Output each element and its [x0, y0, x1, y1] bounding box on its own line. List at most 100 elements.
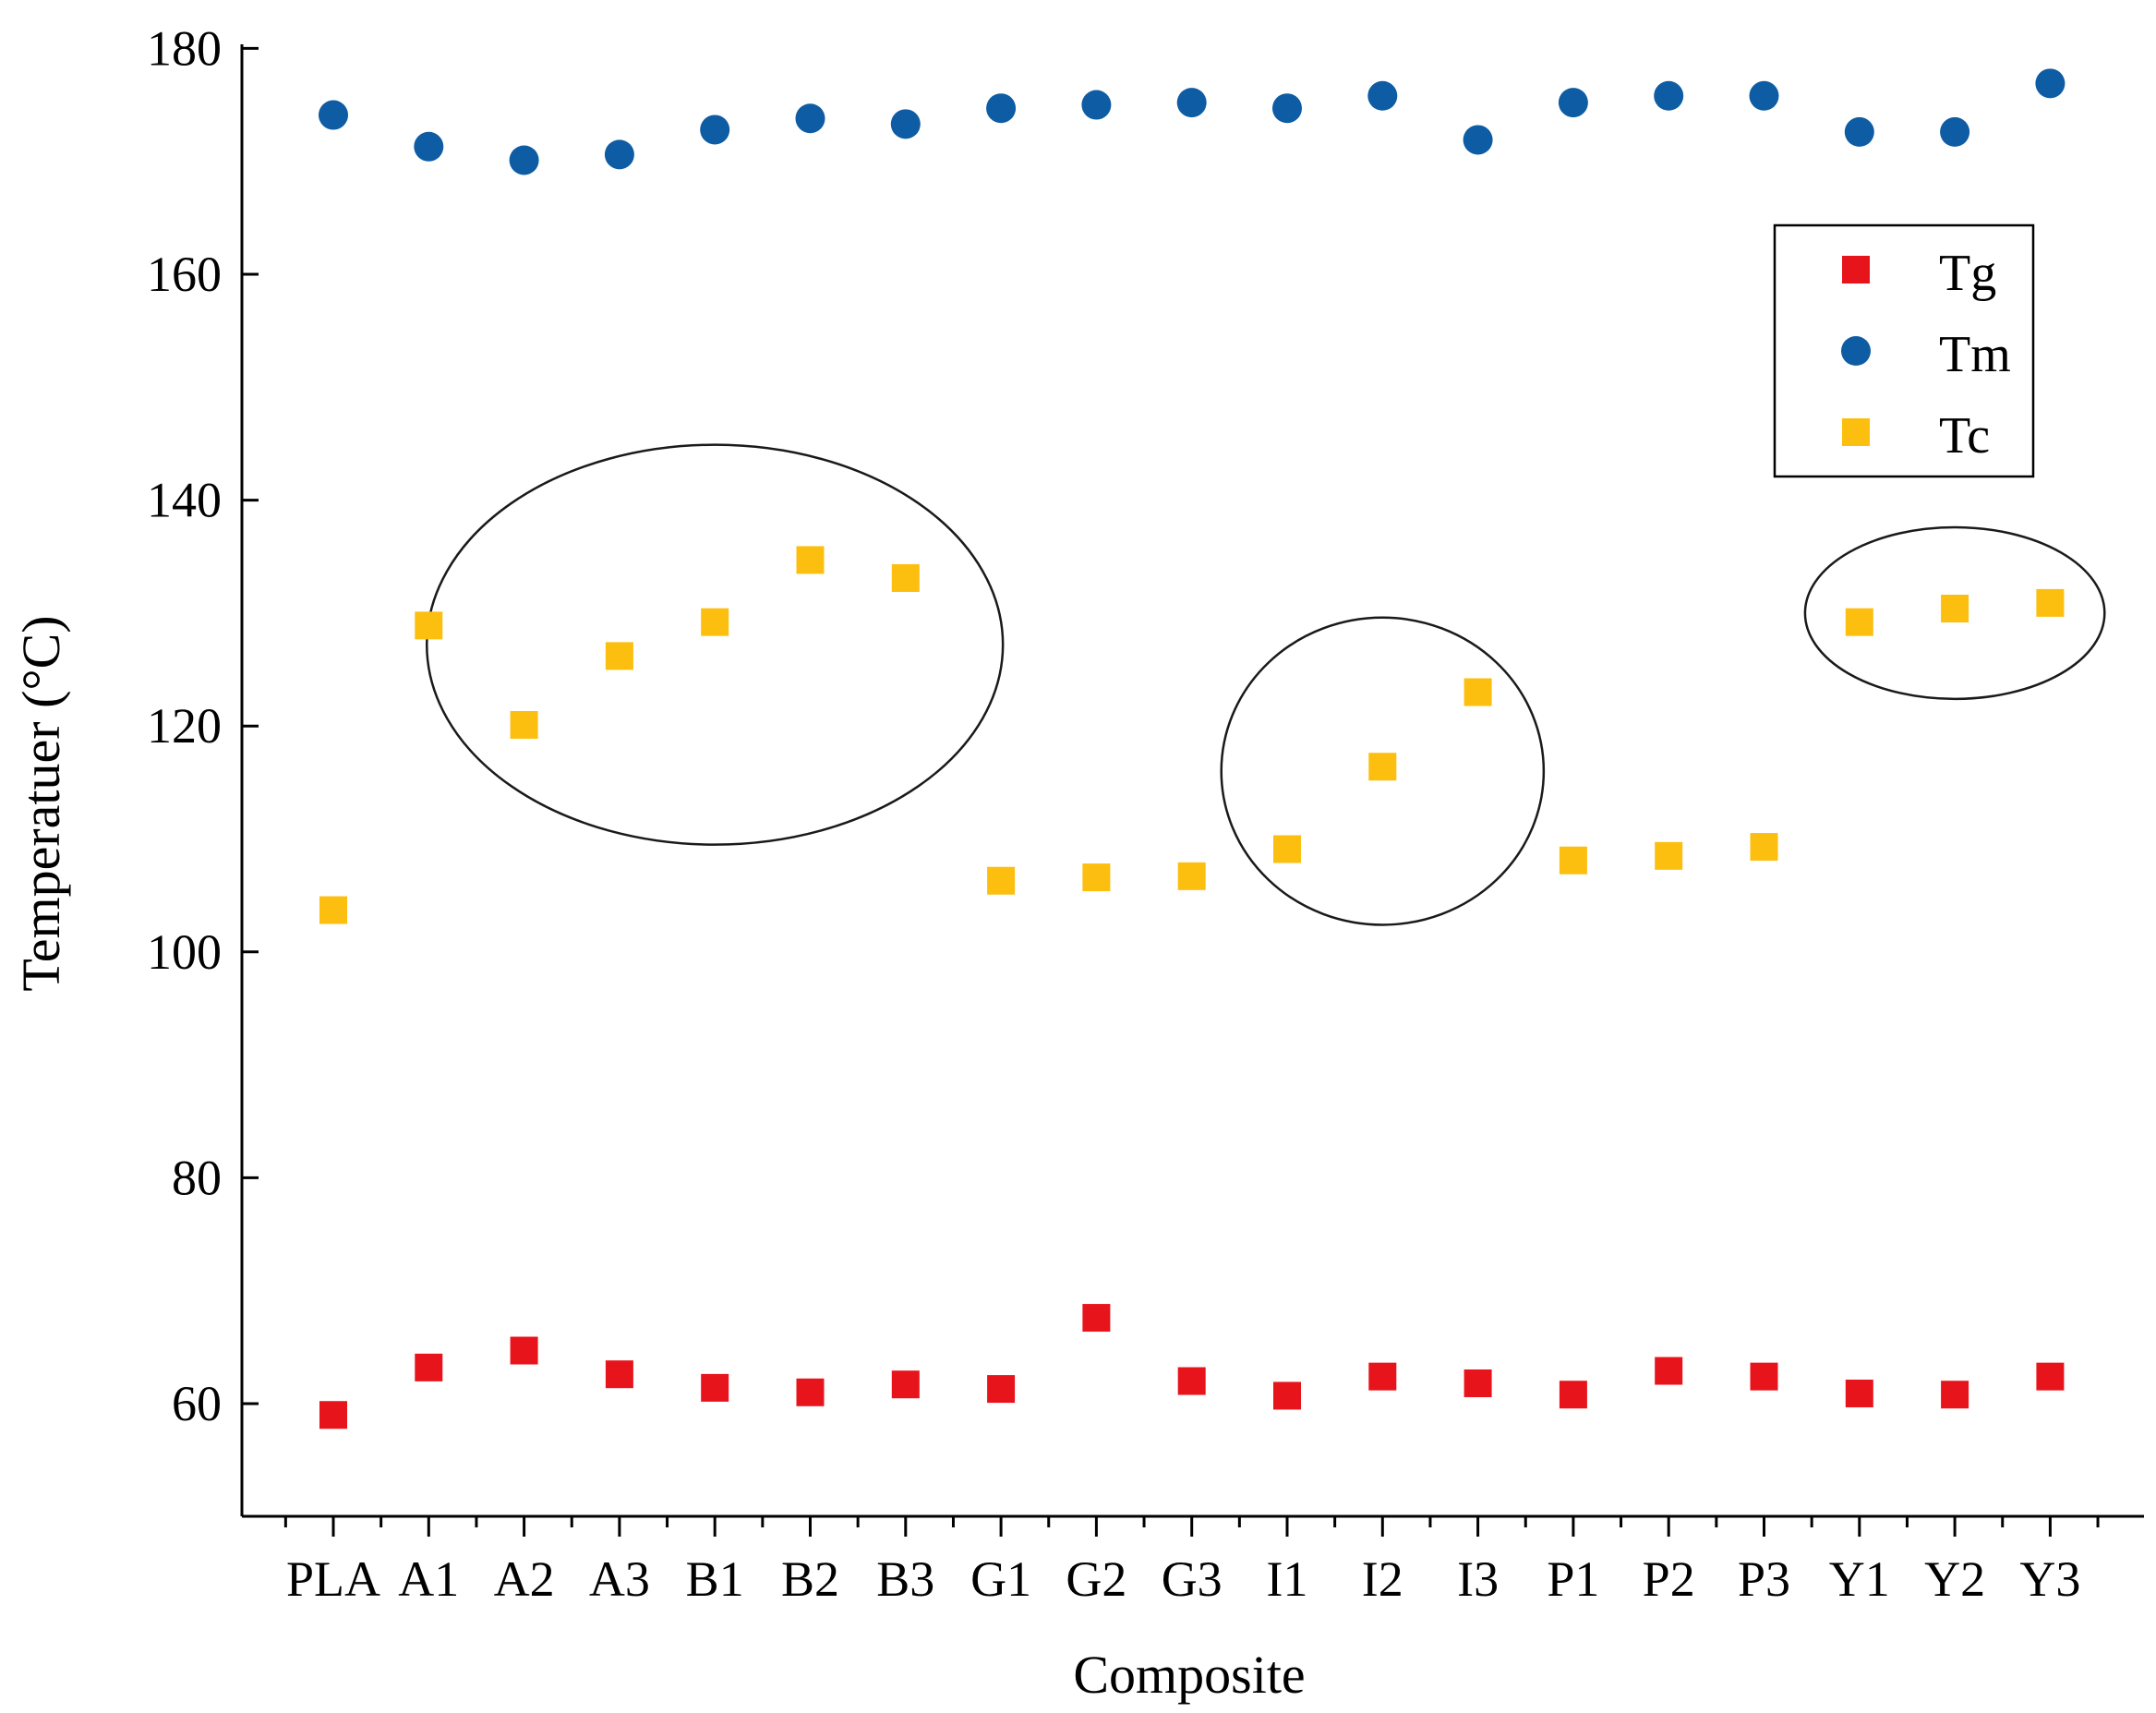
- tg-point: [605, 1360, 633, 1389]
- x-tick-label: A2: [494, 1551, 555, 1607]
- x-tick-label: Y3: [2019, 1551, 2080, 1607]
- y-tick-label: 160: [147, 247, 222, 302]
- x-tick-label: I1: [1267, 1551, 1308, 1607]
- x-tick-label: A1: [398, 1551, 459, 1607]
- tg-point: [319, 1401, 347, 1430]
- y-axis-title: Temperatuer (°C): [11, 615, 71, 991]
- tg-point: [1655, 1357, 1683, 1385]
- x-axis-title: Composite: [1073, 1645, 1305, 1705]
- legend-label-tc: Tc: [1939, 407, 1990, 464]
- tc-point: [1177, 862, 1206, 890]
- tm-point: [319, 100, 348, 130]
- y-tick-label: 80: [172, 1150, 222, 1205]
- tc-point: [1845, 608, 1873, 636]
- y-tick-label: 140: [147, 473, 222, 528]
- x-tick-label: PLA: [286, 1551, 380, 1607]
- tg-point: [1368, 1362, 1397, 1391]
- tm-point: [890, 109, 921, 139]
- tc-point: [1368, 753, 1397, 781]
- x-tick-label: B3: [876, 1551, 934, 1607]
- tc-point: [1082, 863, 1111, 892]
- x-tick-label: P1: [1547, 1551, 1599, 1607]
- tc-point: [605, 642, 633, 670]
- tm-point: [1176, 88, 1207, 118]
- x-tick-label: B1: [686, 1551, 744, 1607]
- tm-point: [795, 103, 825, 134]
- x-tick-label: I2: [1362, 1551, 1403, 1607]
- legend-box: [1773, 223, 2035, 478]
- tm-point: [1367, 80, 1398, 111]
- tc-point: [1273, 835, 1301, 863]
- tm-point: [986, 93, 1017, 124]
- series-tm: [319, 68, 2066, 175]
- tg-point: [796, 1378, 825, 1406]
- x-tick-label: B2: [781, 1551, 839, 1607]
- tm-point: [1844, 116, 1874, 147]
- tm-point: [1463, 125, 1493, 155]
- tm-point: [509, 145, 539, 175]
- tg-point: [1273, 1381, 1301, 1410]
- tm-point: [1558, 88, 1588, 118]
- x-tick-label: P3: [1738, 1551, 1790, 1607]
- tc-point: [1941, 595, 1969, 623]
- y-tick-label: 100: [147, 924, 222, 980]
- x-tick-label: G2: [1066, 1551, 1126, 1607]
- tc-point: [987, 866, 1016, 895]
- tm-point: [1654, 80, 1684, 111]
- x-tick-label: A3: [589, 1551, 650, 1607]
- x-tick-label: G1: [970, 1551, 1031, 1607]
- x-tick-label: P2: [1643, 1551, 1695, 1607]
- tg-point: [415, 1353, 443, 1381]
- tg-point: [891, 1370, 920, 1399]
- tm-point: [2035, 68, 2066, 99]
- y-tick-label: 120: [147, 698, 222, 754]
- tc-point: [415, 611, 443, 640]
- tg-point: [1463, 1369, 1492, 1397]
- tc-point: [510, 710, 538, 739]
- tc-point: [319, 896, 347, 924]
- highlight-ellipse: [1220, 616, 1546, 926]
- tg-point: [701, 1373, 729, 1402]
- tc-point: [1750, 833, 1778, 862]
- x-tick-label: G3: [1162, 1551, 1223, 1607]
- tm-point: [1940, 116, 1970, 147]
- tg-point: [2036, 1362, 2065, 1391]
- tc-point: [1463, 678, 1492, 706]
- tm-point: [1081, 90, 1112, 120]
- tg-point: [510, 1336, 538, 1365]
- tg-point: [1845, 1379, 1873, 1407]
- y-tick-label: 180: [147, 20, 222, 76]
- x-axis-ticks: PLA A1 A2 A3 B1 B2 B3 G1 G2 G3 I1 I2 I3 P1 P2 P3 Y1 Y2 Y3: [283, 1516, 2100, 1607]
- tg-point: [1750, 1362, 1778, 1391]
- tm-point: [700, 115, 730, 145]
- data-points: [319, 68, 2066, 1430]
- series-tg: [319, 1304, 2065, 1430]
- tc-point: [796, 546, 825, 574]
- x-tick-label: Y2: [1924, 1551, 1985, 1607]
- highlight-ellipses: [425, 443, 2106, 926]
- tc-point: [1655, 841, 1683, 870]
- tm-point: [414, 131, 444, 162]
- x-tick-label: I3: [1457, 1551, 1499, 1607]
- tm-point: [1272, 93, 1302, 124]
- tm-point: [604, 139, 634, 170]
- highlight-ellipse: [1803, 525, 2106, 701]
- tc-point: [701, 608, 729, 636]
- y-axis-ticks: 60 80 100 120 140 160 180: [147, 20, 259, 1431]
- tg-point: [1941, 1381, 1969, 1409]
- legend: Tg Tm Tc: [1773, 223, 2035, 478]
- tc-point: [1559, 846, 1587, 875]
- tc-point: [891, 563, 920, 592]
- legend-label-tm: Tm: [1939, 326, 2011, 383]
- tc-point: [2036, 588, 2065, 617]
- tg-point: [1177, 1367, 1206, 1395]
- tg-point: [1559, 1381, 1587, 1409]
- highlight-ellipse: [425, 443, 1005, 846]
- tm-point: [1749, 80, 1779, 111]
- legend-swatch-tg: [1842, 256, 1870, 283]
- x-tick-label: Y1: [1829, 1551, 1890, 1607]
- tg-point: [1082, 1304, 1111, 1333]
- tg-point: [987, 1375, 1016, 1404]
- y-tick-label: 60: [172, 1376, 222, 1431]
